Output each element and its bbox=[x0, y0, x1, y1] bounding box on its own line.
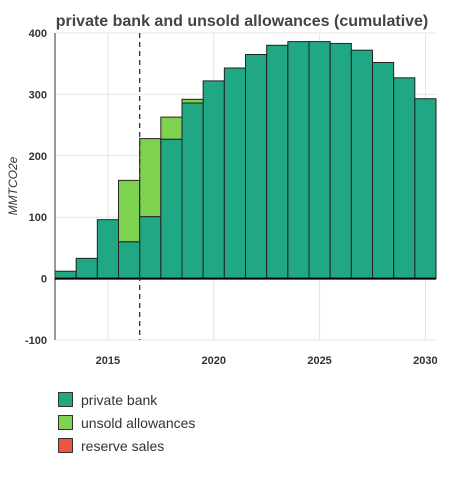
bar-private-bank-2023[interactable] bbox=[266, 44, 289, 280]
y-tick-label: 0 bbox=[41, 274, 47, 286]
bar-private-bank-2013[interactable] bbox=[54, 270, 77, 280]
legend-label-private-bank: private bank bbox=[81, 391, 158, 408]
bar-private-bank-2030[interactable] bbox=[414, 98, 437, 280]
bar-private-bank-2028[interactable] bbox=[372, 61, 395, 280]
axes: -100 0 100 200 300 400 2015 2020 2025 2030 bbox=[25, 28, 438, 367]
bar-private-bank-2025[interactable] bbox=[308, 41, 331, 280]
x-tick-label: 2020 bbox=[202, 355, 226, 367]
y-tick-label: 200 bbox=[29, 151, 47, 163]
bar-private-bank-2026[interactable] bbox=[329, 42, 352, 280]
bar-unsold-allowances-2017[interactable] bbox=[139, 138, 162, 218]
legend-label-reserve-sales: reserve sales bbox=[81, 437, 165, 454]
bar-private-bank-2018[interactable] bbox=[160, 138, 183, 280]
bar-private-bank-2020[interactable] bbox=[202, 80, 225, 280]
legend-item-unsold-allowances[interactable]: unsold allowances bbox=[58, 411, 195, 434]
legend: private bank unsold allowances reserve s… bbox=[58, 388, 195, 457]
chart: private bank and unsold allowances (cumu… bbox=[6, 13, 438, 367]
legend-label-unsold-allowances: unsold allowances bbox=[81, 414, 196, 431]
bar-private-bank-2015[interactable] bbox=[96, 219, 120, 280]
bar-private-bank-2029[interactable] bbox=[393, 77, 416, 280]
y-axis-label: MMTCO2e bbox=[6, 156, 20, 215]
chart-title: private bank and unsold allowances (cumu… bbox=[56, 13, 429, 30]
bar-private-bank-2022[interactable] bbox=[245, 53, 268, 280]
legend-swatch-unsold-allowances bbox=[58, 415, 73, 430]
bar-unsold-allowances-2016[interactable] bbox=[118, 179, 141, 243]
bar-private-bank-2024[interactable] bbox=[287, 41, 310, 280]
y-tick-label: 400 bbox=[29, 28, 47, 40]
bar-private-bank-2017[interactable] bbox=[139, 216, 162, 280]
x-tick-label: 2030 bbox=[413, 355, 437, 367]
bar-unsold-allowances-2019[interactable] bbox=[181, 98, 204, 104]
bar-private-bank-2021[interactable] bbox=[223, 67, 246, 280]
legend-item-private-bank[interactable]: private bank bbox=[58, 388, 195, 411]
bars bbox=[54, 41, 437, 280]
legend-swatch-reserve-sales bbox=[58, 438, 73, 453]
bar-private-bank-2019[interactable] bbox=[181, 102, 204, 280]
legend-item-reserve-sales[interactable]: reserve sales bbox=[58, 434, 195, 457]
x-tick-label: 2025 bbox=[307, 355, 331, 367]
bar-unsold-allowances-2018[interactable] bbox=[160, 116, 183, 140]
bar-private-bank-2014[interactable] bbox=[75, 257, 98, 280]
y-tick-label: 300 bbox=[29, 89, 47, 101]
x-tick-label: 2015 bbox=[96, 355, 120, 367]
bar-private-bank-2027[interactable] bbox=[350, 49, 374, 280]
legend-swatch-private-bank bbox=[58, 392, 73, 407]
y-tick-label: 100 bbox=[29, 212, 47, 224]
bar-private-bank-2016[interactable] bbox=[118, 241, 141, 280]
y-tick-label: -100 bbox=[25, 335, 47, 347]
